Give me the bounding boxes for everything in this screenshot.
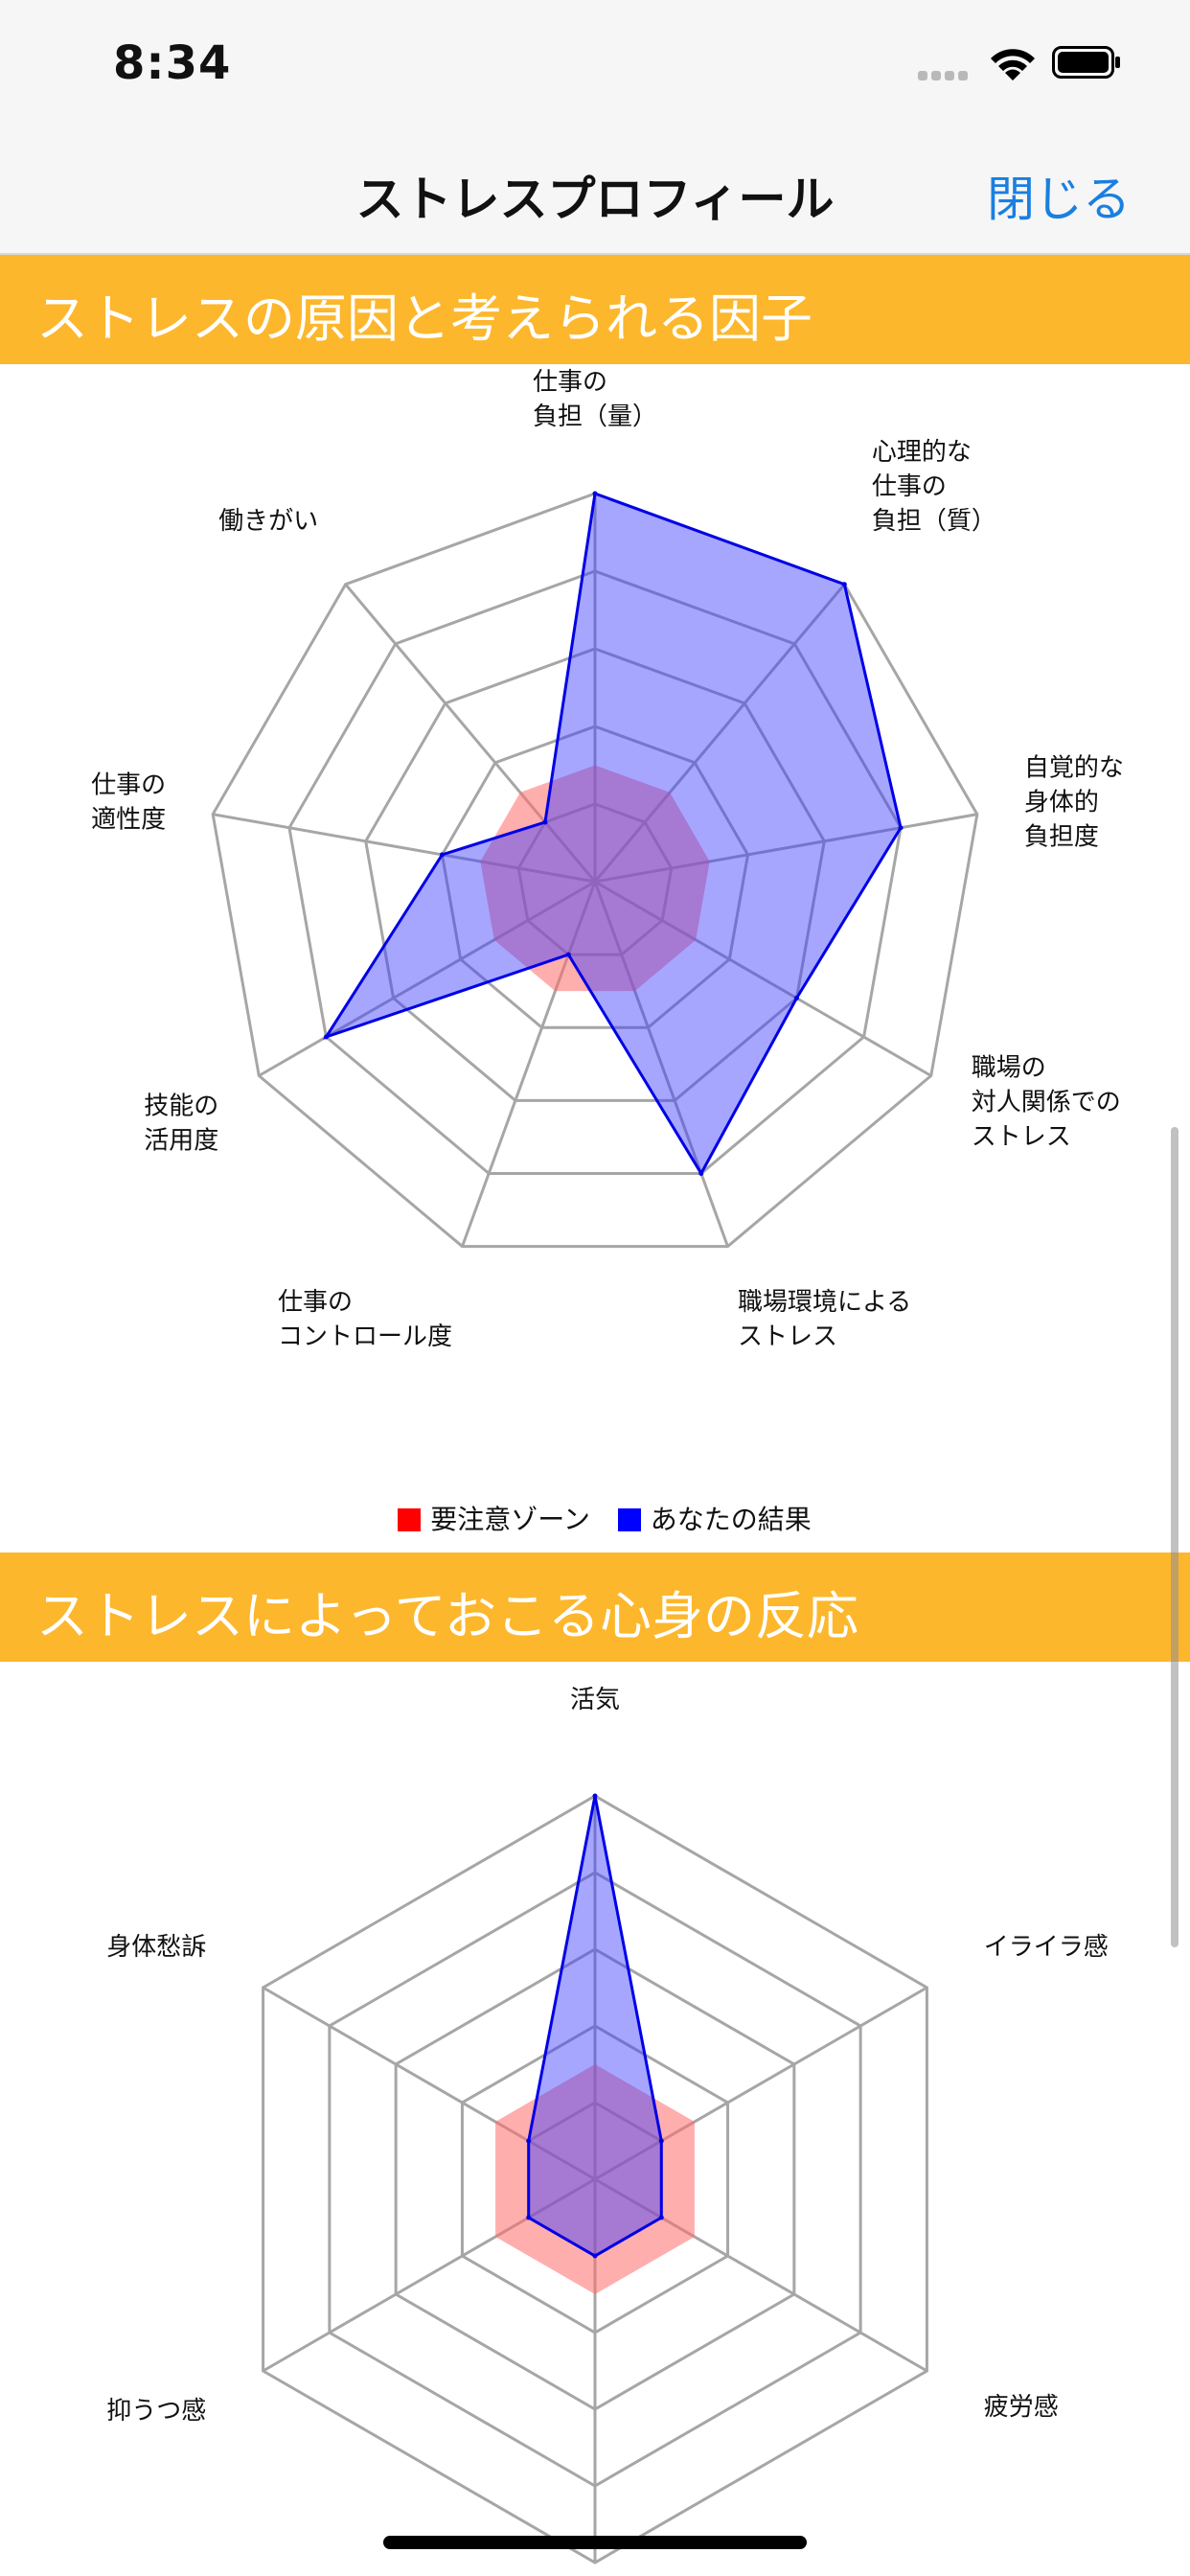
- navigation-bar: ストレスプロフィール 閉じる: [0, 134, 1190, 255]
- battery-icon: [1052, 46, 1120, 79]
- series-area-caution-zone: [480, 765, 710, 992]
- data-point-5: [526, 2138, 532, 2144]
- data-point-0: [592, 1793, 598, 1799]
- data-point-2: [658, 2215, 664, 2220]
- data-point-1: [658, 2138, 664, 2144]
- axis-label-5: 身体愁訴: [106, 1933, 206, 1962]
- legend-label-result: あなたの結果: [650, 1504, 812, 1535]
- axis-label-0: 活気: [570, 1686, 620, 1714]
- data-point-6: [323, 1034, 329, 1040]
- axis-label-0: 心理的な仕事の負担（量）: [533, 364, 657, 431]
- status-bar: 8:34: [0, 0, 1190, 134]
- data-point-2: [898, 825, 904, 831]
- legend-swatch-caution: [398, 1508, 422, 1531]
- cellular-signal-icon: [918, 71, 972, 82]
- grid-ring-4: [287, 569, 903, 1175]
- chart-legend: 要注意ゾーン あなたの結果: [0, 1499, 1190, 1537]
- axis-label-2: 自覚的な身体的負担度: [1024, 753, 1124, 851]
- axis-label-4: 抑うつ感: [106, 2397, 206, 2426]
- home-indicator[interactable]: [383, 2536, 807, 2549]
- legend-swatch-result: [617, 1508, 641, 1531]
- grid-ring-5: [211, 492, 979, 1249]
- data-point-1: [841, 582, 847, 587]
- page-title: ストレスプロフィール: [355, 172, 835, 227]
- axis-label-6: 技能の活用度: [144, 1092, 218, 1156]
- data-point-4: [526, 2215, 532, 2220]
- data-point-0: [592, 491, 598, 496]
- data-point-4: [698, 1170, 704, 1176]
- series-area-your-result: [527, 1795, 663, 2258]
- axis-label-5: 仕事のコントロール度: [278, 1288, 452, 1351]
- data-point-8: [542, 819, 548, 825]
- section-header-stress-reactions: ストレスによっておこる心身の反応: [0, 1552, 1190, 1662]
- axis-label-1: イライラ感: [984, 1933, 1109, 1962]
- axis-label-1: 心理的な仕事の負担（質）: [872, 438, 996, 536]
- status-time: 8:34: [113, 36, 232, 90]
- grid-ring-2: [440, 724, 750, 1029]
- section-title: ストレスによっておこる心身の反応: [36, 1586, 859, 1646]
- wifi-icon: [991, 49, 1035, 80]
- radar-chart-stress-factors: 心理的な仕事の負担（量） 心理的な仕事の負担（質） 自覚的な身体的負担度職場の対人関…: [91, 364, 1124, 1351]
- series-area-your-result: [322, 491, 903, 1177]
- axis-label-4: 職場環境によるストレス: [738, 1288, 911, 1351]
- close-button[interactable]: 閉じる: [987, 172, 1131, 227]
- data-point-5: [565, 952, 571, 957]
- axis-label-8: 働きがい: [218, 507, 318, 536]
- section-header-stress-factors: ストレスの原因と考えられる因子: [0, 255, 1190, 364]
- axis-label-3: 職場の対人関係でのストレス: [972, 1054, 1121, 1152]
- legend-label-caution: 要注意ゾーン: [430, 1504, 590, 1535]
- axis-label-2: 疲労感: [984, 2393, 1059, 2422]
- section-title: ストレスの原因と考えられる因子: [36, 288, 812, 349]
- data-point-3: [793, 996, 799, 1000]
- scrollbar[interactable]: [1171, 1127, 1179, 1947]
- axis-label-7: 仕事の適性度: [91, 770, 166, 834]
- data-point-7: [439, 852, 445, 858]
- data-point-3: [592, 2253, 598, 2259]
- grid-ring-3: [364, 647, 826, 1102]
- series-area-caution-zone: [495, 2064, 695, 2294]
